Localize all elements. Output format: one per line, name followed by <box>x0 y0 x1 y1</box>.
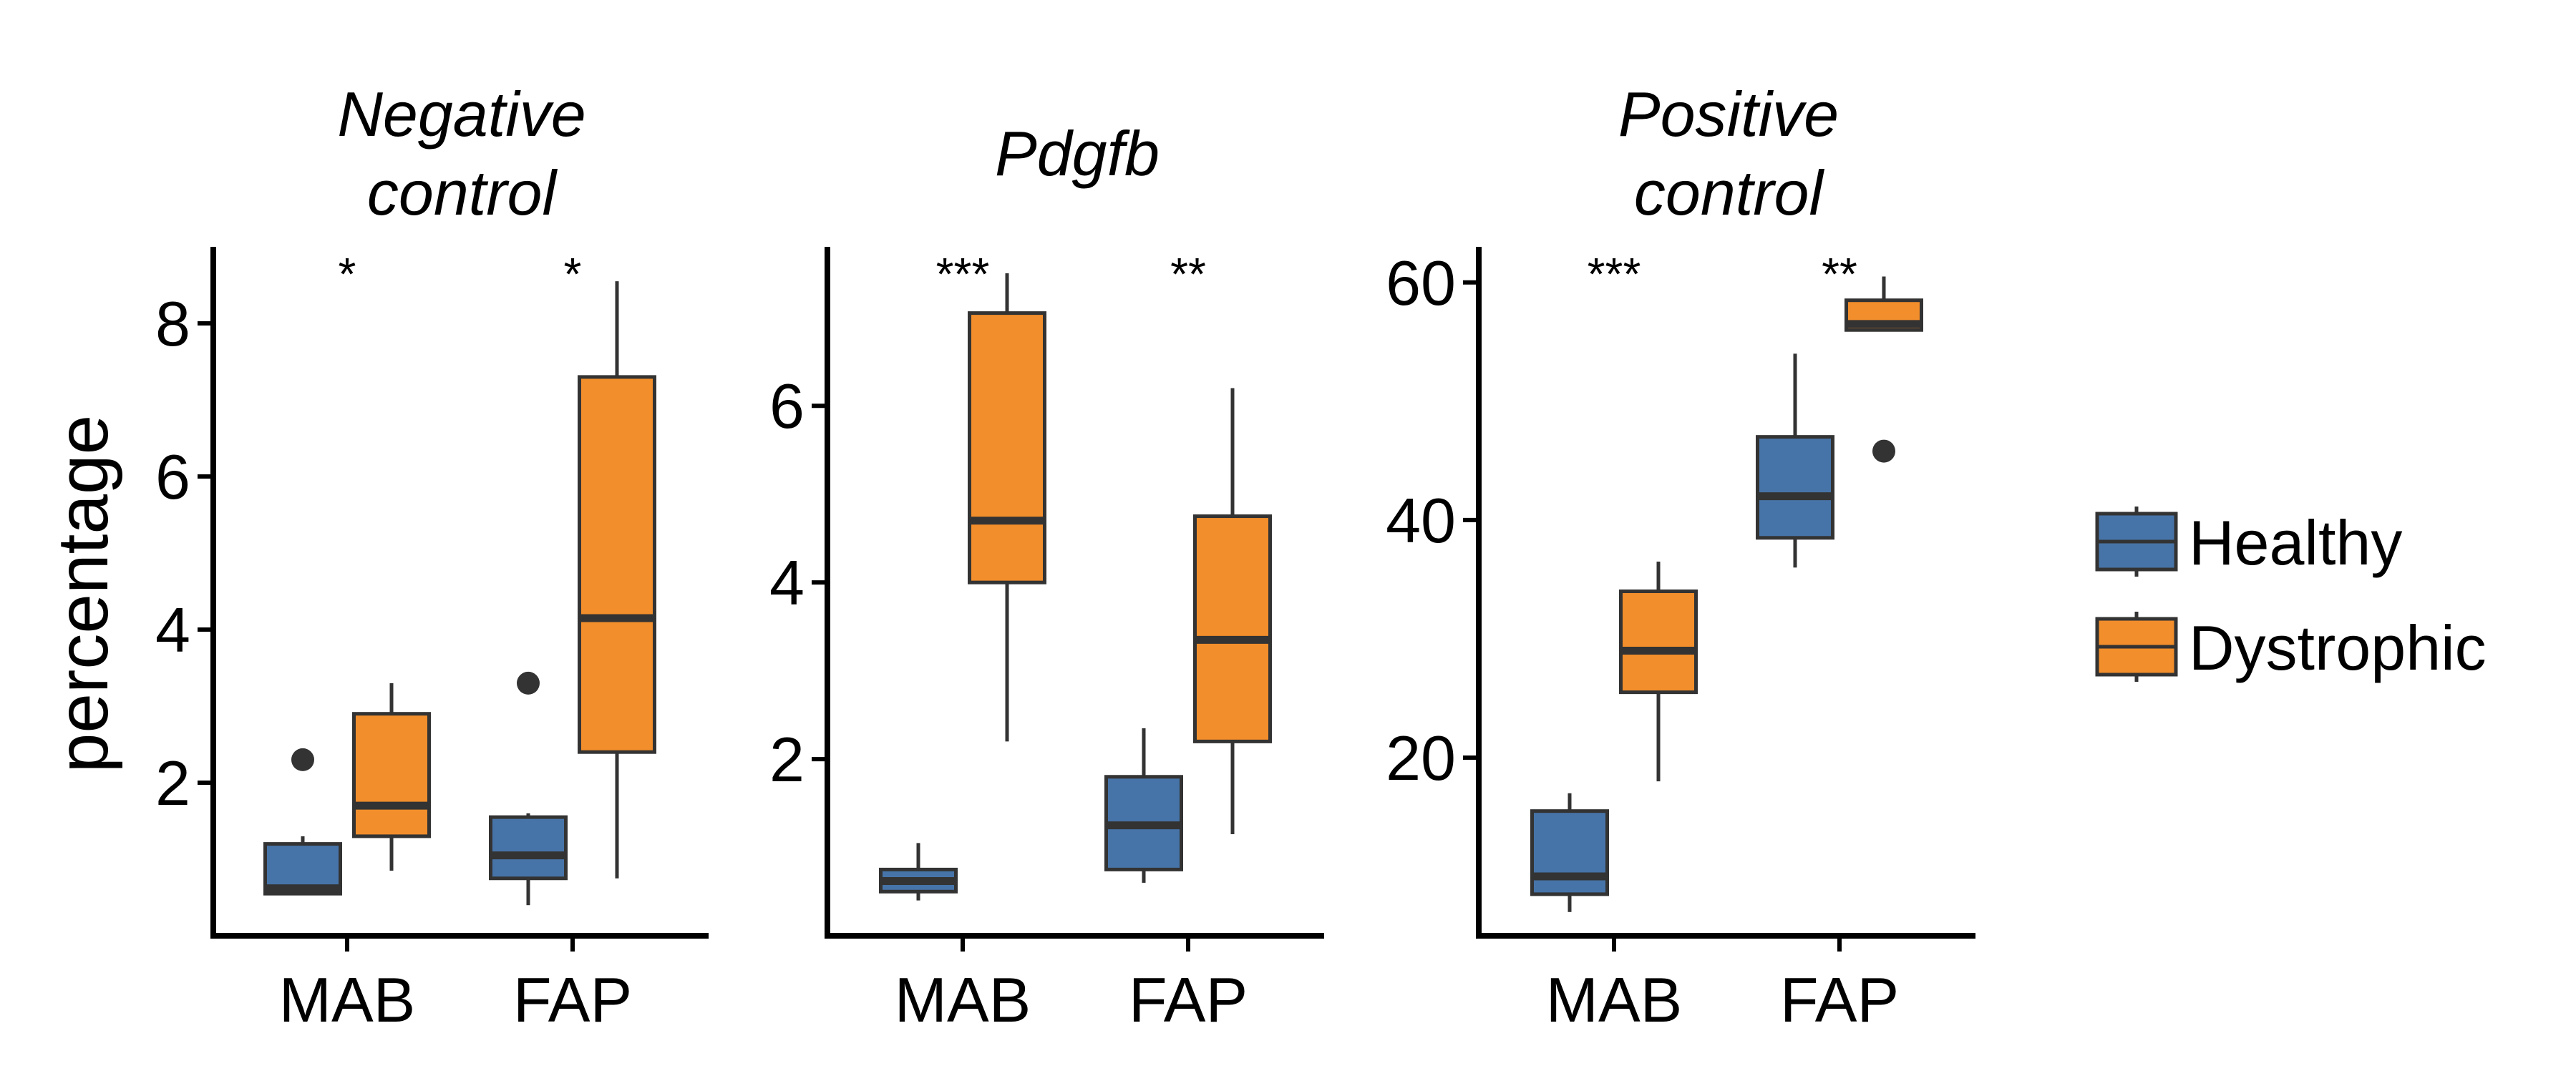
box-mab-dystrophic <box>968 273 1046 742</box>
box-body <box>968 311 1046 585</box>
panel-title-line: Positive <box>1618 79 1839 150</box>
panel-title-line: Pdgfb <box>995 118 1160 189</box>
y-tick-label: 2 <box>155 748 190 818</box>
outlier-point <box>1872 439 1895 463</box>
box-fap-healthy <box>1104 728 1183 883</box>
box-mab-dystrophic <box>1619 561 1698 782</box>
y-tick-label: 6 <box>769 371 805 441</box>
panel-title-line: control <box>367 157 558 228</box>
y-tick-label: 2 <box>769 724 805 795</box>
box-fap-healthy <box>489 671 568 906</box>
y-tick-label: 4 <box>155 595 190 665</box>
box-body <box>578 375 656 754</box>
significance-label: *** <box>936 248 990 300</box>
significance-label: * <box>339 248 356 300</box>
box-fap-dystrophic <box>1844 276 1923 463</box>
box-fap-dystrophic <box>1193 388 1272 835</box>
y-tick-label: 6 <box>155 441 190 512</box>
box-body <box>1530 809 1609 896</box>
legend: Healthy Dystrophic <box>2095 507 2487 683</box>
box-mab-healthy <box>263 748 342 896</box>
x-tick-label: FAP <box>513 964 632 1035</box>
legend-entry-dystrophic: Dystrophic <box>2095 612 2487 683</box>
box-body <box>489 815 568 881</box>
y-tick-label: 40 <box>1386 485 1456 556</box>
y-tick-label: 60 <box>1386 248 1456 318</box>
legend-label: Healthy <box>2189 507 2402 578</box>
legend-label: Dystrophic <box>2189 612 2487 683</box>
box-mab-dystrophic <box>352 683 431 871</box>
x-tick-label: FAP <box>1780 964 1899 1035</box>
box-mab-healthy <box>1530 793 1609 912</box>
significance-label: ** <box>1822 248 1857 300</box>
legend-entry-healthy: Healthy <box>2095 507 2402 578</box>
panel-title-line: control <box>1634 157 1825 228</box>
significance-label: *** <box>1588 248 1641 300</box>
significance-label: ** <box>1170 248 1206 300</box>
box-body <box>1756 435 1834 540</box>
outlier-point <box>291 748 314 771</box>
significance-label: * <box>564 248 582 300</box>
y-tick-label: 4 <box>769 547 805 618</box>
y-axis-label: percentage <box>43 415 123 773</box>
box-body <box>1619 590 1698 695</box>
box-mab-healthy <box>879 843 958 901</box>
outlier-point <box>517 671 540 695</box>
box-body <box>352 712 431 838</box>
box-body <box>1193 514 1272 743</box>
box-fap-healthy <box>1756 353 1834 568</box>
x-tick-label: MAB <box>895 964 1031 1035</box>
y-tick-label: 20 <box>1386 723 1456 793</box>
box-fap-dystrophic <box>578 281 656 879</box>
panel-title-line: Negative <box>337 79 585 150</box>
y-tick-label: 8 <box>155 288 190 359</box>
x-tick-label: MAB <box>1546 964 1683 1035</box>
x-tick-label: FAP <box>1129 964 1248 1035</box>
x-tick-label: MAB <box>279 964 416 1035</box>
